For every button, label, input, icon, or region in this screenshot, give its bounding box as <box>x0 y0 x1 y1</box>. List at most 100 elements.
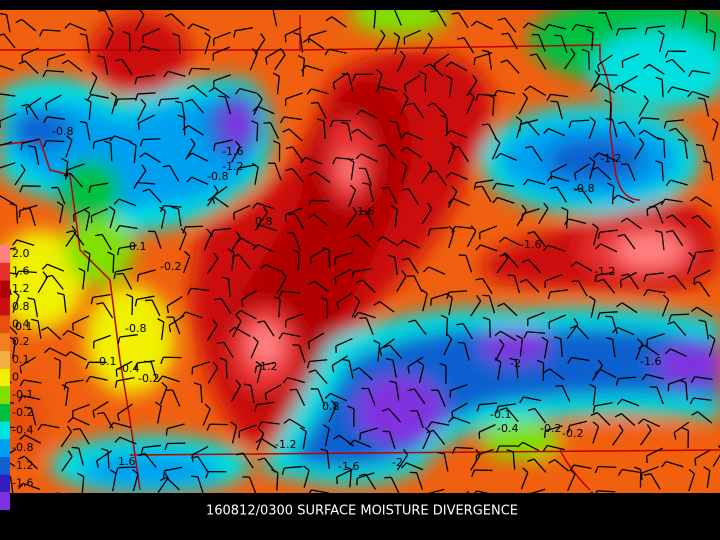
wind-barb-flag <box>333 257 336 265</box>
wind-barb-flag <box>255 437 262 444</box>
wind-barb-flag <box>690 306 698 312</box>
wind-barb <box>12 340 17 359</box>
wind-barb <box>22 482 41 490</box>
wind-barb <box>58 360 61 379</box>
wind-barb-flag <box>594 466 599 474</box>
wind-barb <box>347 123 353 142</box>
wind-barb-flag <box>301 65 307 72</box>
wind-barb-flag <box>688 70 693 78</box>
wind-barb <box>114 135 132 143</box>
wind-barb <box>686 256 695 275</box>
wind-barb <box>345 212 358 228</box>
wind-barb-flag <box>501 32 509 35</box>
wind-barb-flag <box>667 274 675 279</box>
wind-barb-flag <box>228 326 236 333</box>
wind-barb <box>118 198 136 207</box>
wind-barb <box>202 408 211 426</box>
wind-barb-flag <box>137 123 140 131</box>
wind-barb <box>19 204 38 212</box>
wind-barb <box>78 447 84 466</box>
wind-barb-flag <box>564 218 570 226</box>
wind-barb <box>261 421 280 425</box>
wind-barb <box>58 205 64 224</box>
wind-barb-flag <box>641 373 647 381</box>
wind-barb <box>527 331 546 334</box>
wind-barb <box>151 299 161 317</box>
wind-barb <box>284 465 303 469</box>
contour-labels: -0.8-1.6-1.2-0.8-0.1-0.20.81.6-0.8-1.2-0… <box>15 125 661 473</box>
wind-barb <box>451 402 468 413</box>
wind-barb-flag <box>255 360 262 367</box>
wind-barb-flag <box>655 76 663 81</box>
wind-barb <box>256 401 275 406</box>
wind-barb <box>85 212 91 231</box>
wind-barb <box>655 206 664 224</box>
wind-barb-flag <box>15 270 20 278</box>
wind-barb-flag <box>655 160 663 164</box>
wind-barb <box>463 342 470 361</box>
wind-barb <box>116 377 135 382</box>
wind-barb-flag <box>692 281 700 285</box>
wind-barb <box>231 425 238 444</box>
wind-barb <box>192 84 208 98</box>
wind-barb-flag <box>589 383 596 389</box>
wind-barb-flag <box>644 27 648 35</box>
wind-barb <box>57 187 66 205</box>
wind-barb <box>109 210 116 229</box>
wind-barb <box>103 56 109 75</box>
wind-barb <box>207 190 219 207</box>
wind-barb <box>626 217 642 230</box>
wind-barb-flag <box>72 427 81 431</box>
wind-barb-flag <box>44 347 51 354</box>
wind-barb <box>179 233 187 251</box>
wind-barb <box>523 396 542 402</box>
legend-label: 0.4 <box>12 318 30 331</box>
wind-barb <box>49 347 67 357</box>
legend-label: -0.4 <box>12 424 33 437</box>
wind-barb <box>395 382 400 401</box>
wind-barb <box>67 163 85 171</box>
wind-barb <box>565 210 569 229</box>
wind-barb-flag <box>322 246 330 251</box>
wind-barb <box>448 78 453 97</box>
wind-barb <box>377 343 381 362</box>
wind-barb-flag <box>665 58 673 63</box>
wind-barb <box>24 60 39 74</box>
wind-barb <box>692 70 711 75</box>
wind-barb-flag <box>213 252 219 260</box>
wind-barb <box>112 473 117 492</box>
wind-barb <box>588 51 590 70</box>
wind-barb-flag <box>157 318 165 323</box>
wind-barb <box>326 450 330 469</box>
wind-barb <box>571 119 590 122</box>
wind-barb-flag <box>612 194 619 201</box>
wind-barb <box>282 332 301 338</box>
wind-barb-flag <box>283 418 290 424</box>
wind-barb-flag <box>712 118 719 124</box>
wind-barb-flag <box>445 130 451 136</box>
wind-barb-flag <box>19 366 22 374</box>
wind-barb <box>119 436 137 445</box>
wind-barb-flag <box>257 421 263 429</box>
wind-barb-flag <box>457 341 465 344</box>
wind-barb <box>144 152 161 164</box>
wind-barb <box>516 210 527 227</box>
wind-barb-flag <box>688 468 695 475</box>
contour-label: -0.2 <box>540 422 561 435</box>
wind-barb <box>119 224 138 230</box>
wind-barb <box>313 214 329 227</box>
wind-barb <box>611 119 618 138</box>
wind-barb <box>704 98 710 117</box>
wind-barb <box>138 269 156 276</box>
wind-barb-flag <box>590 166 598 172</box>
wind-barb <box>299 34 304 53</box>
wind-barb <box>488 123 498 141</box>
wind-barb-flag <box>594 368 601 375</box>
wind-barb-flag <box>78 267 86 273</box>
wind-barb <box>122 273 133 290</box>
wind-barb-flag <box>525 145 533 149</box>
wind-barb <box>436 10 447 27</box>
wind-barb-flag <box>597 65 601 73</box>
wind-barb-flag <box>66 425 72 433</box>
wind-barb-flag <box>430 10 438 13</box>
